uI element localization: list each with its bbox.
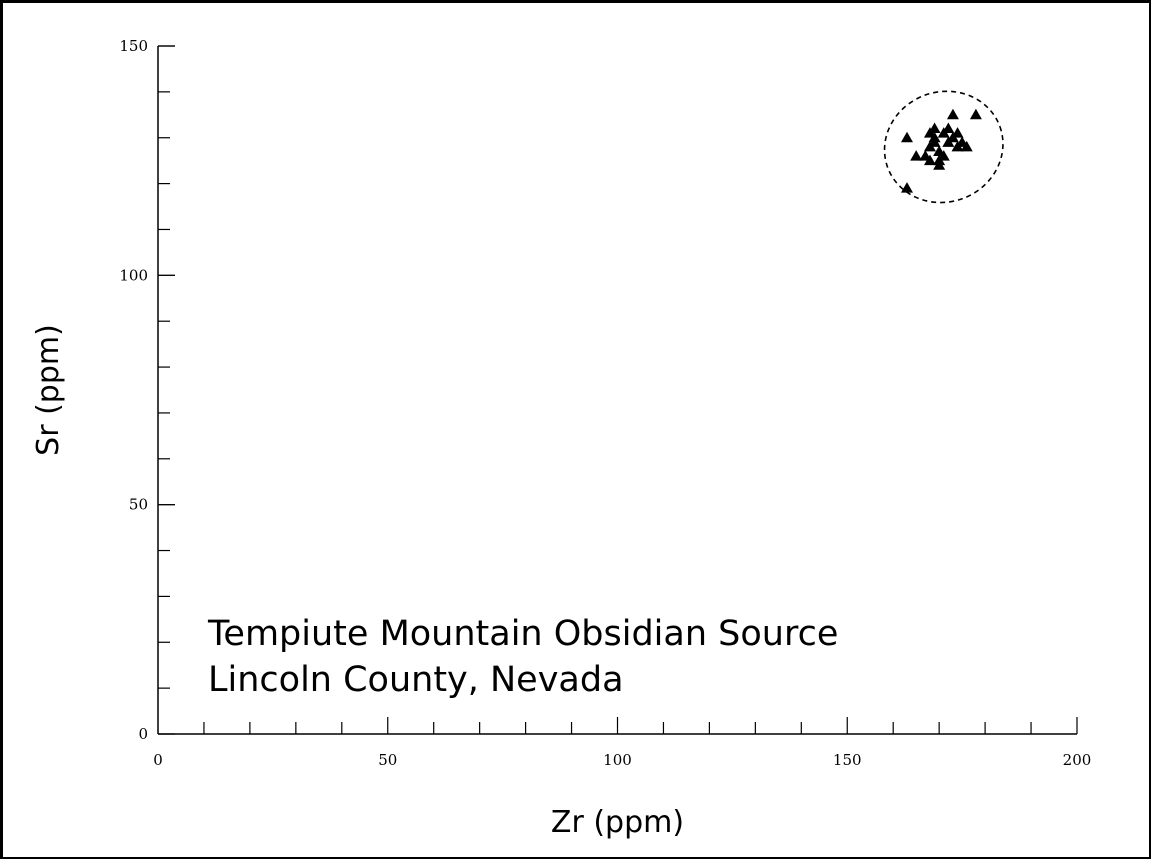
data-point bbox=[923, 154, 936, 166]
x-tick-label: 50 bbox=[378, 751, 397, 769]
data-point bbox=[928, 122, 941, 134]
data-point bbox=[933, 154, 946, 166]
tick-labels: 0 50 100 150 200 0 50 100 150 bbox=[119, 37, 1091, 769]
data-point bbox=[969, 108, 982, 120]
data-point bbox=[946, 108, 959, 120]
data-points bbox=[900, 108, 982, 193]
y-tick-label: 100 bbox=[119, 266, 148, 284]
data-point bbox=[900, 131, 913, 143]
x-axis-title: Zr (ppm) bbox=[551, 805, 684, 840]
x-tick-label: 150 bbox=[833, 751, 862, 769]
data-point bbox=[900, 182, 913, 193]
annotation-line-1: Tempiute Mountain Obsidian Source bbox=[207, 614, 838, 654]
data-point bbox=[960, 140, 973, 152]
data-point bbox=[910, 150, 923, 161]
data-point bbox=[951, 127, 964, 138]
y-tick-label: 50 bbox=[129, 496, 148, 514]
y-axis-title: Sr (ppm) bbox=[31, 324, 66, 456]
y-tick-label: 150 bbox=[119, 37, 148, 55]
y-tick-label: 0 bbox=[138, 725, 148, 743]
data-point bbox=[942, 122, 955, 134]
x-tick-label: 0 bbox=[153, 751, 163, 769]
annotation-line-2: Lincoln County, Nevada bbox=[208, 660, 624, 700]
ticks bbox=[158, 45, 1078, 735]
x-tick-label: 100 bbox=[603, 751, 632, 769]
cluster-ellipse-layer bbox=[883, 90, 1004, 204]
x-tick-label: 200 bbox=[1063, 751, 1092, 769]
data-point bbox=[928, 131, 941, 143]
cluster-ellipse bbox=[883, 90, 1004, 204]
